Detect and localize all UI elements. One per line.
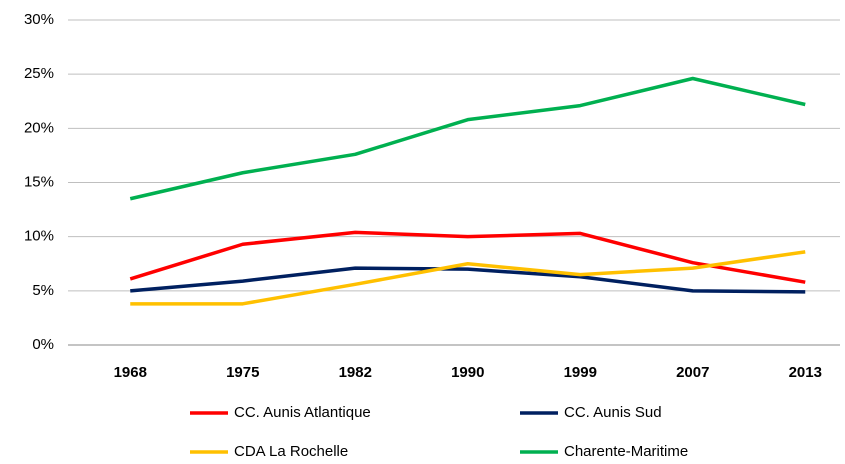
x-tick-label: 2007 [676, 364, 709, 381]
y-tick-label: 20% [24, 119, 54, 136]
y-tick-label: 15% [24, 173, 54, 190]
series-line [129, 230, 806, 284]
series-line [130, 250, 806, 306]
x-tick-label: 1975 [226, 364, 259, 381]
series-line [130, 266, 806, 294]
y-tick-label: 5% [32, 282, 54, 299]
x-tick-label: 2013 [789, 364, 822, 381]
y-tick-label: 0% [32, 336, 54, 353]
legend-label: CDA La Rochelle [234, 443, 348, 460]
legend-label: Charente-Maritime [564, 443, 688, 460]
x-tick-label: 1968 [114, 364, 147, 381]
x-tick-label: 1982 [339, 364, 372, 381]
y-tick-label: 30% [24, 11, 54, 28]
series-line [129, 76, 806, 201]
y-tick-label: 10% [24, 228, 54, 245]
y-tick-label: 25% [24, 65, 54, 82]
legend-label: CC. Aunis Sud [564, 404, 662, 421]
legend-label: CC. Aunis Atlantique [234, 404, 371, 421]
x-tick-label: 1999 [564, 364, 597, 381]
x-tick-label: 1990 [451, 364, 484, 381]
